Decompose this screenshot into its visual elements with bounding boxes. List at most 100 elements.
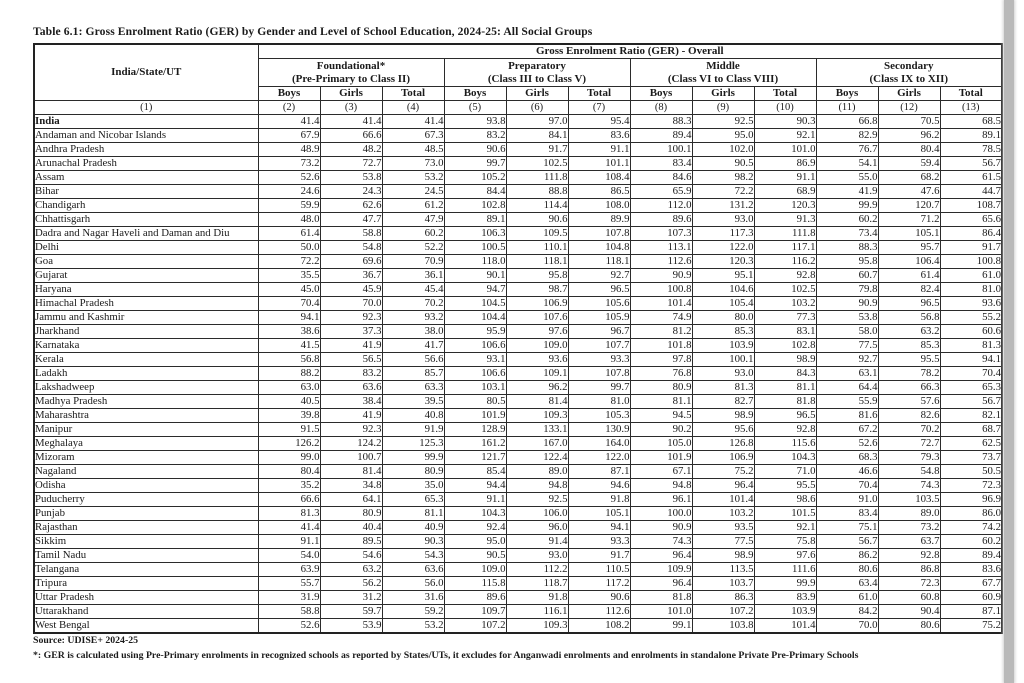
ger-value: 47.9 <box>381 212 445 227</box>
ger-value: 48.5 <box>381 142 445 157</box>
ger-value: 118.1 <box>567 254 631 269</box>
ger-value: 50.0 <box>257 240 321 255</box>
ger-value: 68.9 <box>753 184 817 199</box>
table-row: Bihar 24.6 24.3 24.5 84.4 88.8 86.5 65.9 72.2 68.… <box>33 184 1003 199</box>
ger-value: 126.8 <box>691 436 755 451</box>
ger-value: 94.5 <box>629 408 693 423</box>
ger-value: 57.6 <box>877 394 941 409</box>
state-name: Telangana <box>33 562 259 577</box>
ger-value: 126.2 <box>257 436 321 451</box>
ger-value: 54.1 <box>815 156 879 171</box>
ger-value: 107.8 <box>567 366 631 381</box>
ger-value: 94.1 <box>567 520 631 535</box>
state-name: Odisha <box>33 478 259 493</box>
ger-value: 72.3 <box>877 576 941 591</box>
ger-value: 60.8 <box>877 590 941 605</box>
state-name: Chhattisgarh <box>33 212 259 227</box>
ger-value: 77.3 <box>753 310 817 325</box>
ger-value: 40.9 <box>381 520 445 535</box>
ger-value: 90.3 <box>753 114 817 129</box>
state-column-header: India/State/UT <box>33 43 259 101</box>
ger-value: 53.9 <box>319 618 383 634</box>
ger-value: 55.9 <box>815 394 879 409</box>
ger-value: 98.9 <box>691 408 755 423</box>
ger-value: 36.1 <box>381 268 445 283</box>
ger-value: 104.5 <box>443 296 507 311</box>
ger-value: 131.2 <box>691 198 755 213</box>
state-name: Uttar Pradesh <box>33 590 259 605</box>
ger-value: 95.7 <box>877 240 941 255</box>
state-name: Maharashtra <box>33 408 259 423</box>
ger-value: 100.1 <box>691 352 755 367</box>
ger-value: 90.1 <box>443 268 507 283</box>
ger-value: 44.7 <box>939 184 1003 199</box>
ger-value: 70.4 <box>257 296 321 311</box>
ger-value: 98.9 <box>753 352 817 367</box>
ger-value: 54.0 <box>257 548 321 563</box>
ger-value: 68.3 <box>815 450 879 465</box>
ger-value: 90.6 <box>567 590 631 605</box>
ger-value: 121.7 <box>443 450 507 465</box>
ger-value: 72.2 <box>257 254 321 269</box>
ger-value: 91.1 <box>443 492 507 507</box>
ger-value: 64.1 <box>319 492 383 507</box>
ger-value: 82.9 <box>815 128 879 143</box>
ger-value: 68.7 <box>939 422 1003 437</box>
ger-value: 95.8 <box>505 268 569 283</box>
ger-value: 35.5 <box>257 268 321 283</box>
ger-value: 54.3 <box>381 548 445 563</box>
ger-value: 92.3 <box>319 422 383 437</box>
ger-value: 95.4 <box>567 114 631 129</box>
ger-value: 56.0 <box>381 576 445 591</box>
ger-value: 96.4 <box>691 478 755 493</box>
ger-value: 82.1 <box>939 408 1003 423</box>
ger-value: 65.3 <box>381 492 445 507</box>
ger-value: 83.6 <box>939 562 1003 577</box>
ger-value: 118.0 <box>443 254 507 269</box>
ger-value: 97.6 <box>753 548 817 563</box>
ger-value: 102.8 <box>753 338 817 353</box>
ger-value: 109.0 <box>505 338 569 353</box>
ger-value: 54.6 <box>319 548 383 563</box>
state-name: Punjab <box>33 506 259 521</box>
state-name: Meghalaya <box>33 436 259 451</box>
ger-value: 87.1 <box>567 464 631 479</box>
ger-value: 59.7 <box>319 604 383 619</box>
ger-value: 71.0 <box>753 464 817 479</box>
ger-value: 67.2 <box>815 422 879 437</box>
ger-value: 82.6 <box>877 408 941 423</box>
ger-value: 92.8 <box>877 548 941 563</box>
gender-column-header: Girls <box>691 86 755 101</box>
ger-value: 114.4 <box>505 198 569 213</box>
ger-value: 102.5 <box>505 156 569 171</box>
ger-value: 56.7 <box>939 156 1003 171</box>
ger-value: 72.3 <box>939 478 1003 493</box>
column-number: (7) <box>567 100 631 115</box>
column-number-row: (1) (2) (3) (4) (5) (6) (7) (8) (9) (10) (11) (12)(… <box>33 100 1003 115</box>
state-name: Ladakh <box>33 366 259 381</box>
ger-value: 96.0 <box>505 520 569 535</box>
ger-value: 164.0 <box>567 436 631 451</box>
state-name: Andhra Pradesh <box>33 142 259 157</box>
ger-value: 80.9 <box>381 464 445 479</box>
ger-value: 106.6 <box>443 366 507 381</box>
ger-value: 113.5 <box>691 562 755 577</box>
ger-value: 111.8 <box>505 170 569 185</box>
ger-value: 48.9 <box>257 142 321 157</box>
ger-value: 101.4 <box>753 618 817 634</box>
ger-value: 83.4 <box>815 506 879 521</box>
ger-value: 94.8 <box>629 478 693 493</box>
ger-value: 63.4 <box>815 576 879 591</box>
ger-value: 52.6 <box>815 436 879 451</box>
ger-value: 92.3 <box>319 310 383 325</box>
ger-value: 89.6 <box>629 212 693 227</box>
ger-value: 83.2 <box>443 128 507 143</box>
ger-value: 55.0 <box>815 170 879 185</box>
ger-value: 96.5 <box>753 408 817 423</box>
gender-column-header: Total <box>939 86 1003 101</box>
ger-value: 99.9 <box>753 576 817 591</box>
ger-value: 41.4 <box>257 520 321 535</box>
ger-value: 81.4 <box>319 464 383 479</box>
state-name: Jharkhand <box>33 324 259 339</box>
ger-value: 109.1 <box>505 366 569 381</box>
